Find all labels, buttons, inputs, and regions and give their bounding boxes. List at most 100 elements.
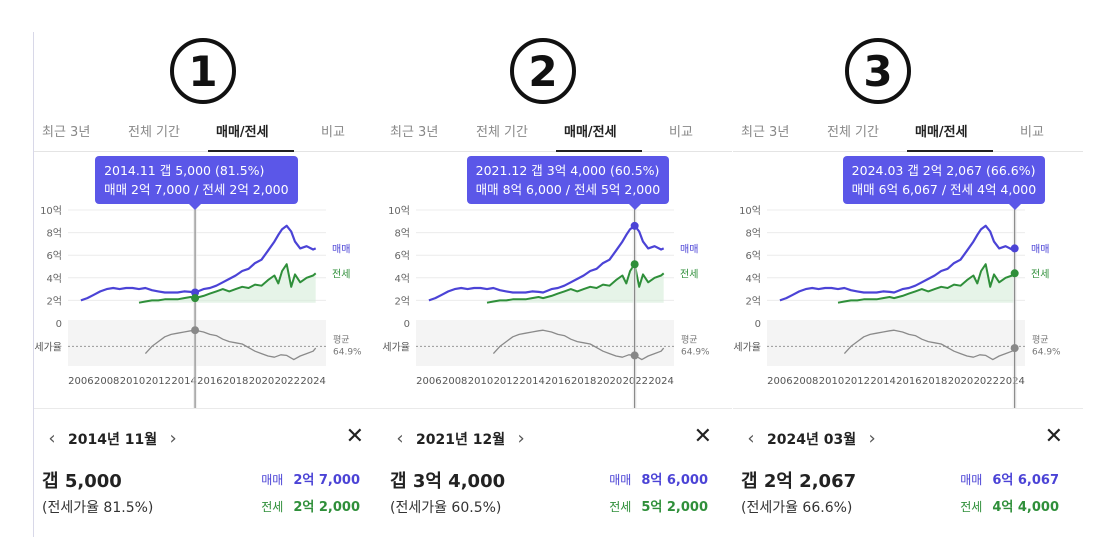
panel-number: 3: [845, 38, 911, 104]
close-icon[interactable]: ✕: [693, 424, 712, 449]
x-tick-label: 2006: [68, 376, 93, 387]
ratio-marker: [191, 326, 200, 335]
tooltip-line-1: 2014.11 갭 5,000 (81.5%): [104, 163, 265, 178]
sale-price-label: 매매: [960, 473, 983, 487]
gap-value: 갭 3억 4,000: [390, 471, 506, 492]
ratio-average-label: 평균: [1032, 334, 1049, 345]
jeonse-area: [487, 264, 664, 303]
jeonse-price-label: 전세: [609, 500, 632, 514]
x-tick-label: 2016: [896, 376, 921, 387]
y-tick-label: 10억: [40, 205, 62, 217]
ratio-series-line: [144, 329, 317, 361]
sale-marker: [191, 288, 200, 297]
tab-0[interactable]: 최근 3년: [390, 125, 439, 140]
jeonse-price-row: 전세 2억 2,000: [261, 496, 360, 515]
prev-month-icon[interactable]: ‹: [48, 428, 56, 449]
jeonse-price-value: 4억 4,000: [992, 500, 1059, 515]
ratio-marker: [1010, 344, 1019, 353]
selected-month: 2021년 12월: [416, 432, 506, 448]
x-tick-label: 2016: [197, 376, 222, 387]
x-tick-label: 2024: [648, 376, 673, 387]
jeonse-price-row: 전세 4억 4,000: [960, 496, 1059, 515]
sale-price-row: 매매 8억 6,000: [609, 469, 708, 488]
next-month-icon[interactable]: ›: [868, 428, 876, 449]
detail-summary: ‹ 2021년 12월 › ✕ 갭 3억 4,000 (전세가율 60.5%) 매매 8억 6…: [382, 408, 732, 559]
tooltip-line-2: 매매 6억 6,067 / 전세 4억 4,000: [851, 182, 1037, 197]
close-icon[interactable]: ✕: [1044, 424, 1063, 449]
selected-month: 2014년 11월: [68, 432, 158, 448]
jeonse-series-line: [138, 263, 317, 304]
tooltip-line-2: 매매 2억 7,000 / 전세 2억 2,000: [104, 182, 289, 197]
jeonse-ratio: (전세가율 81.5%): [42, 500, 154, 516]
panel-number: 2: [510, 38, 576, 104]
jeonse-price-row: 전세 5억 2,000: [609, 496, 708, 515]
tooltip-arrow: [1008, 204, 1021, 210]
chart-tooltip: 2021.12 갭 3억 4,000 (60.5%) 매매 8억 6,000 / …: [466, 156, 670, 210]
tab-2[interactable]: 매매/전세: [564, 125, 617, 140]
detail-summary: ‹ 2024년 03월 › ✕ 갭 2억 2,067 (전세가율 66.6%) 매매 6억 6…: [733, 408, 1083, 559]
y-tick-label: 6억: [46, 250, 62, 262]
jeonse-series-line: [486, 263, 665, 304]
jeonse-series-label: 전세: [680, 268, 698, 280]
panel-number: 1: [170, 38, 236, 104]
y-tick-label: 4억: [46, 273, 62, 285]
comparison-panel-2: 2 최근 3년 전체 기간 매매/전세 비교 10억 8억 6억 4억 2억 0 전세가율 평균 64.9…: [373, 0, 732, 560]
sale-marker: [630, 221, 639, 230]
y-tick-label: 10억: [739, 205, 761, 217]
x-tick-label: 2014: [171, 376, 196, 387]
y-tick-label: 6억: [394, 250, 410, 262]
x-tick-label: 2020: [597, 376, 622, 387]
x-tick-label: 2010: [819, 376, 844, 387]
sale-price-row: 매매 6억 6,067: [960, 469, 1059, 488]
month-navigator: ‹ 2021년 12월 ›: [390, 428, 531, 450]
tab-3[interactable]: 비교: [1020, 125, 1044, 140]
jeonse-ratio: (전세가율 66.6%): [741, 500, 853, 516]
price-chart[interactable]: 10억8억6억4억2억0전세가율평균64.9%20062008201020122…: [373, 152, 732, 408]
next-month-icon[interactable]: ›: [169, 428, 177, 449]
sale-price-value: 8억 6,000: [641, 473, 708, 488]
tab-1[interactable]: 전체 기간: [476, 125, 528, 140]
ratio-average-value: 64.9%: [681, 347, 710, 357]
tab-3[interactable]: 비교: [669, 125, 693, 140]
tab-1[interactable]: 전체 기간: [827, 125, 879, 140]
y-tick-label: 0: [56, 319, 62, 330]
comparison-panel-3: 3 최근 3년 전체 기간 매매/전세 비교 10억 8억 6억 4억 2억 0 전세가율 평균 64.9…: [724, 0, 1083, 560]
gap-value: 갭 5,000: [42, 471, 122, 492]
x-tick-label: 2024: [300, 376, 325, 387]
chart-tooltip: 2024.03 갭 2억 2,067 (66.6%) 매매 6억 6,067 / …: [842, 156, 1046, 210]
ratio-average-value: 64.9%: [333, 347, 362, 357]
y-tick-label: 10억: [388, 205, 410, 217]
x-tick-label: 2008: [94, 376, 119, 387]
y-tick-label: 8억: [745, 228, 761, 240]
tooltip-line-1: 2024.03 갭 2억 2,067 (66.6%): [851, 163, 1036, 178]
price-chart[interactable]: 10억 8억 6억 4억 2억 0 세가율 평균 64.9% 2006 2008 2010 2012 20…: [34, 152, 384, 408]
detail-summary: ‹ 2014년 11월 › ✕ 갭 5,000 (전세가율 81.5%) 매매 2억 7,00…: [34, 408, 384, 559]
prev-month-icon[interactable]: ‹: [747, 428, 755, 449]
tab-0[interactable]: 최근 3년: [42, 125, 91, 140]
jeonse-price-value: 5억 2,000: [641, 500, 708, 515]
close-icon[interactable]: ✕: [345, 424, 364, 449]
sale-price-label: 매매: [261, 473, 284, 487]
tab-2[interactable]: 매매/전세: [915, 125, 968, 140]
sale-price-label: 매매: [609, 473, 632, 487]
x-tick-label: 2014: [870, 376, 895, 387]
y-tick-label: 4억: [745, 273, 761, 285]
price-chart[interactable]: 10억8억6억4억2억0전세가율평균64.9%20062008201020122…: [724, 152, 1083, 408]
x-tick-label: 2018: [922, 376, 947, 387]
prev-month-icon[interactable]: ‹: [396, 428, 404, 449]
next-month-icon[interactable]: ›: [517, 428, 525, 449]
jeonse-marker: [191, 294, 200, 303]
tab-0[interactable]: 최근 3년: [741, 125, 790, 140]
ratio-marker: [630, 351, 639, 360]
ratio-average-value: 64.9%: [1032, 347, 1061, 357]
sale-price-value: 2억 7,000: [293, 473, 360, 488]
period-tabs: 최근 3년 전체 기간 매매/전세 비교: [34, 115, 384, 152]
tab-2[interactable]: 매매/전세: [216, 125, 269, 140]
y-tick-label: 8억: [394, 228, 410, 240]
tooltip-line-1: 2021.12 갭 3억 4,000 (60.5%): [475, 163, 660, 178]
active-tab-underline: [907, 150, 993, 152]
tab-3[interactable]: 비교: [321, 125, 345, 140]
x-tick-label: 2012: [845, 376, 870, 387]
sale-series-label: 매매: [1031, 243, 1049, 255]
tab-1[interactable]: 전체 기간: [128, 125, 180, 140]
